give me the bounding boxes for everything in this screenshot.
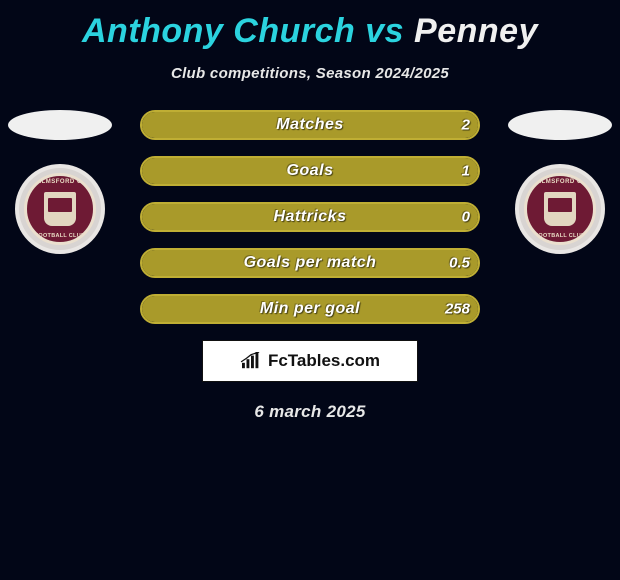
stat-label: Min per goal [140,300,480,318]
stat-label: Matches [140,116,480,134]
stat-label: Hattricks [140,208,480,226]
stat-value-right: 2 [462,117,470,134]
shield-icon [544,192,576,226]
stat-row: Min per goal258 [140,294,480,324]
stat-value-right: 258 [445,301,470,318]
badge-text-top: CHELMSFORD CITY [527,179,593,185]
stat-value-right: 0 [462,209,470,226]
subtitle: Club competitions, Season 2024/2025 [0,65,620,82]
chart-icon [240,352,262,370]
stat-label: Goals [140,162,480,180]
player2-name: Penney [414,12,538,50]
bars-container: Matches2Goals1Hattricks0Goals per match0… [140,110,480,324]
stat-value-right: 0.5 [449,255,470,272]
badge-text-bottom: FOOTBALL CLUB [527,233,593,239]
page-title: Anthony Church vs Penney [0,0,620,51]
stat-row: Matches2 [140,110,480,140]
club-badge-right: CHELMSFORD CITY FOOTBALL CLUB [515,164,605,254]
club-badge-inner: CHELMSFORD CITY FOOTBALL CLUB [524,173,596,245]
shadow-ellipse-right [508,110,612,140]
shield-icon [44,192,76,226]
stat-label: Goals per match [140,254,480,272]
stat-row: Goals per match0.5 [140,248,480,278]
club-badge-left: CHELMSFORD CITY FOOTBALL CLUB [15,164,105,254]
brand-text: FcTables.com [268,351,380,371]
stat-row: Hattricks0 [140,202,480,232]
date-text: 6 march 2025 [0,402,620,422]
stat-value-right: 1 [462,163,470,180]
club-badge-inner: CHELMSFORD CITY FOOTBALL CLUB [24,173,96,245]
vs-text: vs [365,12,404,50]
badge-text-top: CHELMSFORD CITY [27,179,93,185]
stat-row: Goals1 [140,156,480,186]
shadow-ellipse-left [8,110,112,140]
comparison-chart: CHELMSFORD CITY FOOTBALL CLUB CHELMSFORD… [0,110,620,324]
badge-text-bottom: FOOTBALL CLUB [27,233,93,239]
player1-name: Anthony Church [82,12,355,50]
brand-box: FcTables.com [202,340,418,382]
